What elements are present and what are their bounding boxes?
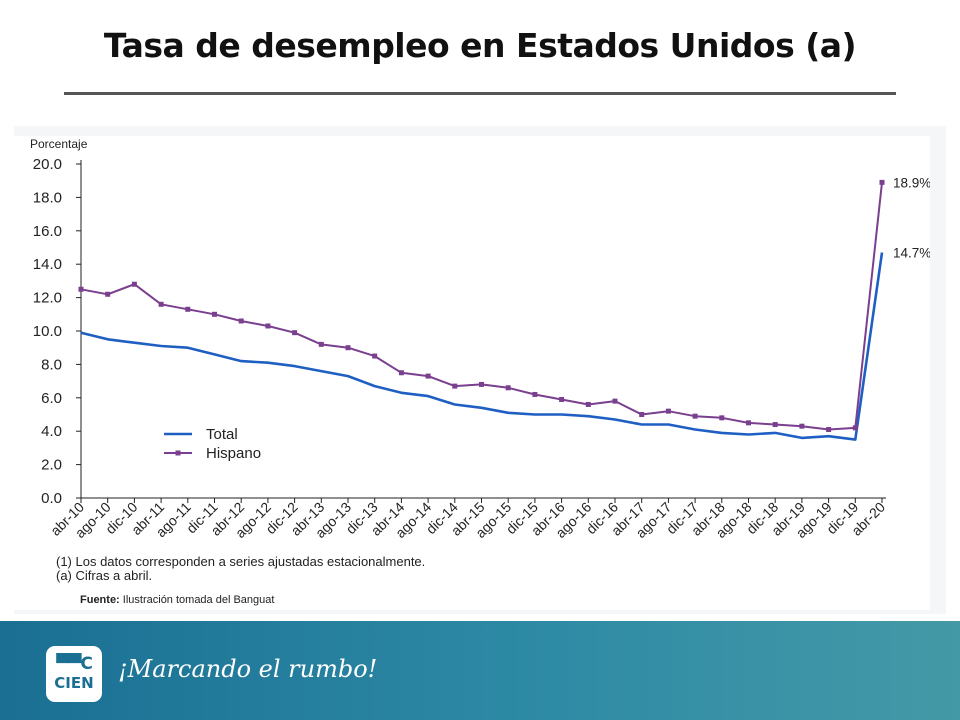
series-line-total bbox=[80, 252, 884, 441]
chart-note: (a) Cifras a abril. bbox=[56, 568, 152, 583]
data-point-hispano bbox=[879, 179, 885, 185]
end-value-label: 14.7% bbox=[893, 246, 930, 261]
data-point-hispano bbox=[292, 330, 298, 336]
cien-logo: ▀▀C CIEN bbox=[46, 646, 102, 702]
y-tick-label: 0.0 bbox=[41, 490, 62, 507]
data-point-hispano bbox=[719, 415, 725, 421]
slide-title: Tasa de desempleo en Estados Unidos (a) bbox=[103, 26, 857, 65]
data-point-hispano bbox=[345, 345, 351, 351]
logo-text: CIEN bbox=[54, 674, 94, 692]
data-point-hispano bbox=[826, 427, 832, 433]
data-point-hispano bbox=[398, 370, 404, 376]
data-point-hispano bbox=[559, 396, 565, 402]
chart-note: (1) Los datos corresponden a series ajus… bbox=[56, 554, 425, 569]
y-tick-label: 4.0 bbox=[41, 423, 62, 440]
source-text: Ilustración tomada del Banguat bbox=[119, 594, 275, 606]
end-value-label: 18.9% bbox=[893, 175, 930, 190]
data-point-hispano bbox=[185, 306, 191, 312]
data-point-hispano bbox=[772, 422, 778, 428]
y-tick-label: 6.0 bbox=[41, 390, 62, 407]
data-point-hispano bbox=[238, 318, 244, 324]
legend-label-total: Total bbox=[206, 426, 238, 443]
data-point-hispano bbox=[105, 291, 111, 297]
footer-banner: ▀▀C CIEN ¡Marcando el rumbo! bbox=[0, 621, 960, 720]
data-point-hispano bbox=[158, 301, 164, 307]
data-point-hispano bbox=[612, 398, 618, 404]
slogan: ¡Marcando el rumbo! bbox=[118, 655, 378, 683]
y-tick-label: 20.0 bbox=[33, 156, 62, 173]
y-tick-label: 10.0 bbox=[33, 323, 62, 340]
data-point-hispano bbox=[639, 412, 645, 417]
data-point-hispano bbox=[505, 385, 511, 391]
data-point-hispano bbox=[746, 420, 751, 426]
data-point-hispano bbox=[692, 413, 698, 419]
y-tick-label: 14.0 bbox=[33, 256, 62, 273]
data-point-hispano bbox=[452, 383, 458, 389]
legend-label-hispano: Hispano bbox=[206, 445, 261, 462]
y-tick-label: 16.0 bbox=[33, 223, 62, 240]
source-note: Fuente: Ilustración tomada del Banguat bbox=[80, 594, 274, 606]
series-line-hispano bbox=[80, 182, 883, 431]
data-point-hispano bbox=[318, 341, 324, 347]
data-point-hispano bbox=[799, 423, 805, 429]
data-point-hispano bbox=[78, 286, 84, 292]
logo-mark: ▀▀C bbox=[56, 654, 93, 674]
data-point-hispano bbox=[212, 311, 217, 317]
data-point-hispano bbox=[852, 425, 858, 431]
legend-marker-hispano bbox=[175, 450, 181, 456]
data-point-hispano bbox=[532, 391, 538, 397]
data-point-hispano bbox=[665, 408, 671, 414]
unemployment-chart: Porcentaje 0.0 2.0 4.0 6.0 8.0 10.0 12.0 14.0 16.… bbox=[30, 137, 930, 583]
y-axis-title: Porcentaje bbox=[30, 137, 88, 151]
y-tick-label: 2.0 bbox=[41, 457, 62, 474]
y-tick-label: 12.0 bbox=[33, 290, 62, 307]
y-tick-label: 18.0 bbox=[33, 189, 62, 206]
source-label: Fuente: bbox=[80, 594, 120, 606]
data-point-hispano bbox=[425, 373, 431, 379]
data-point-hispano bbox=[372, 353, 378, 359]
data-point-hispano bbox=[131, 281, 137, 287]
y-tick-label: 8.0 bbox=[41, 356, 62, 373]
data-point-hispano bbox=[265, 323, 271, 329]
chart-area: Porcentaje 0.0 2.0 4.0 6.0 8.0 10.0 12.0 14.0 16.… bbox=[14, 136, 930, 610]
title-divider bbox=[64, 92, 896, 95]
data-point-hispano bbox=[585, 401, 591, 407]
data-point-hispano bbox=[479, 381, 484, 387]
